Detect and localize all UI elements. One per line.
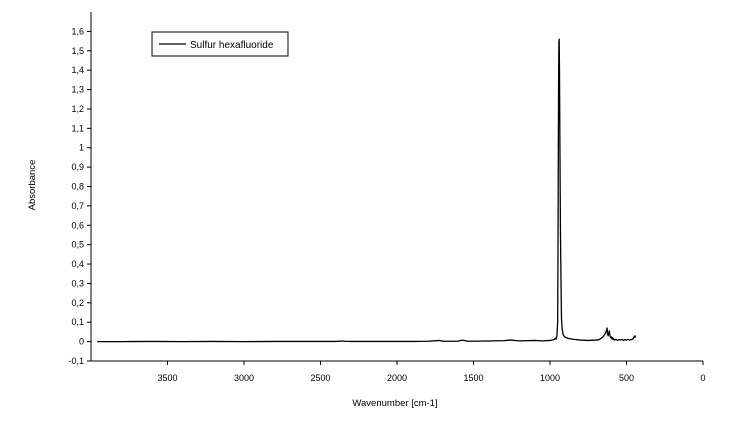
y-tick-label: 0,6 [71,220,84,230]
y-tick-label: 0,7 [71,201,84,211]
series-line-sulfur-hexafluoride [97,38,637,343]
y-axis-label: Absorbance [27,160,38,211]
y-tick-label: 1,3 [71,85,84,95]
y-tick-label: 0,1 [71,317,84,327]
x-tick-label: 2500 [310,373,330,383]
x-tick-label: 3000 [234,373,254,383]
y-tick-label: 1,5 [71,46,84,56]
y-tick-label: 0,9 [71,162,84,172]
y-tick-label: 0,5 [71,240,84,250]
x-tick-label: 3500 [157,373,177,383]
y-tick-label: 1,1 [71,123,84,133]
y-tick-label: 0,4 [71,259,84,269]
y-tick-label: 0,2 [71,298,84,308]
y-tick-label: 0,3 [71,278,84,288]
x-tick-label: 2000 [387,373,407,383]
y-axis-ticks: -0,1 0 0,1 0,2 0,3 0,4 0,5 0,6 0,7 0,8 0,9 1 1,1 1,2 1… [68,26,91,366]
y-tick-label: 0,8 [71,182,84,192]
x-tick-label: 1500 [463,373,483,383]
x-axis-ticks: 3500 3000 2500 2000 1500 1000 500 0 [157,361,706,383]
y-tick-label: 1,2 [71,104,84,114]
y-tick-label: -0,1 [68,356,84,366]
x-tick-label: 1000 [540,373,560,383]
x-axis-label: Wavenumber [cm-1] [352,398,437,409]
legend-entry-label: Sulfur hexafluoride [190,40,274,51]
y-tick-label: 1 [79,143,84,153]
y-tick-label: 1,6 [71,26,84,36]
y-tick-label: 0 [79,337,84,347]
x-tick-label: 500 [619,373,634,383]
legend: Sulfur hexafluoride [151,31,289,57]
y-tick-label: 1,4 [71,65,84,75]
x-tick-label: 0 [700,373,705,383]
